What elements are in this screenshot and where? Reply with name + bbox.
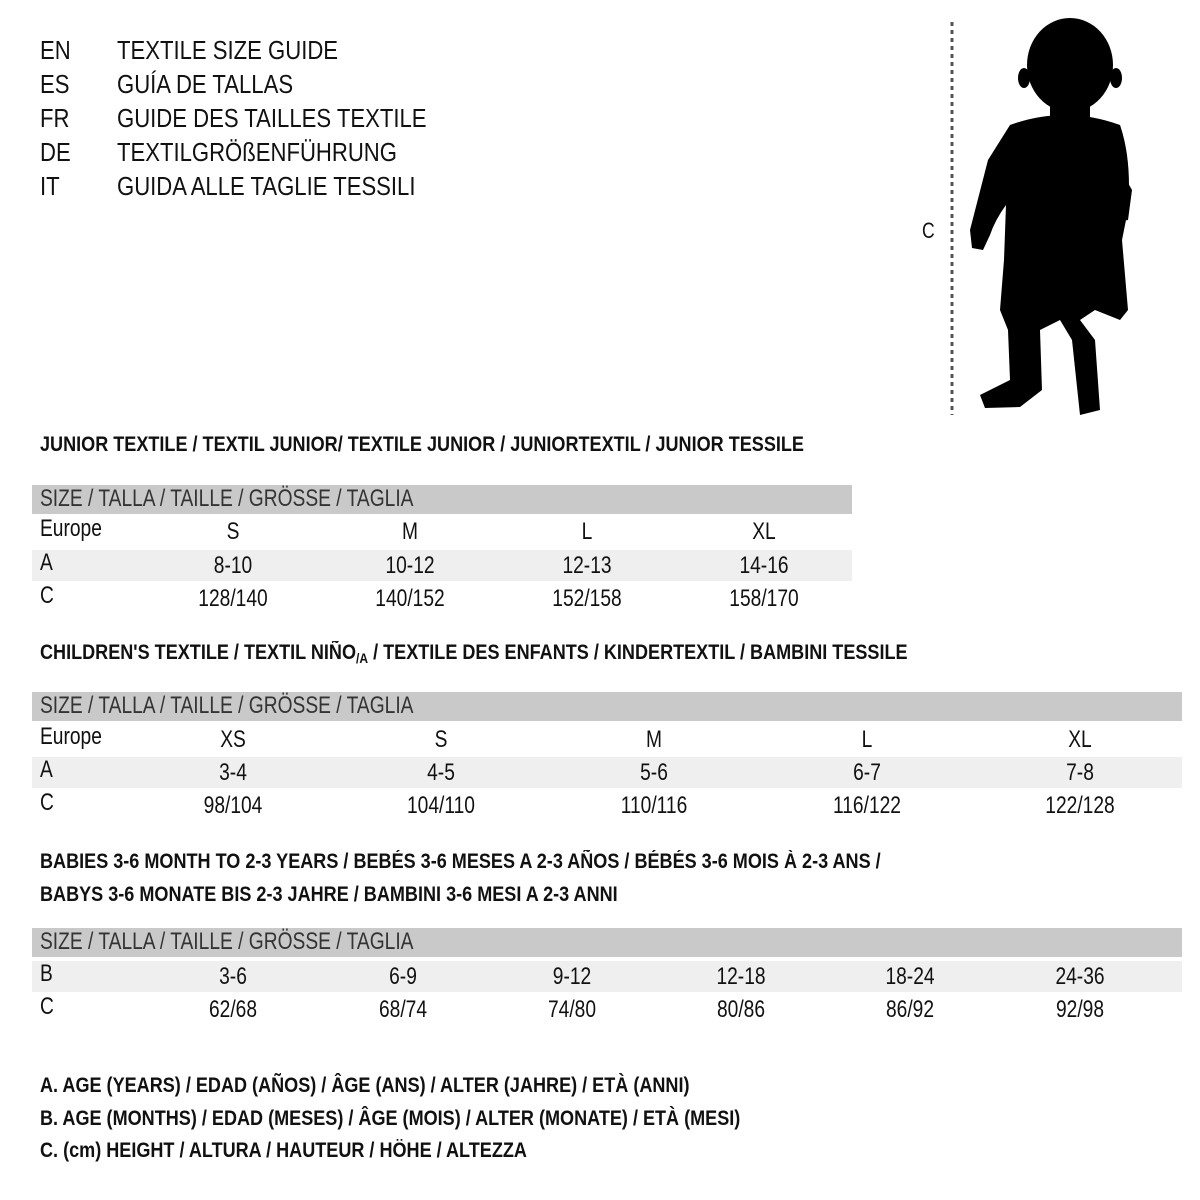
table-cell: 9-12 — [552, 963, 592, 990]
table-cell: M — [402, 518, 418, 545]
height-label: C — [922, 218, 935, 243]
row-label: C — [40, 582, 54, 609]
title-text: / TEXTILE DES ENFANTS / KINDERTEXTIL / B… — [368, 641, 908, 664]
row-label: Europe — [40, 515, 102, 542]
lang-title: TEXTILGRÖßENFÜHRUNG — [117, 137, 397, 167]
table-cell: 24-36 — [1055, 963, 1105, 990]
babies-section-title-line2: BABYS 3-6 MONATE BIS 2-3 JAHRE / BAMBINI… — [40, 883, 618, 906]
size-header-label: SIZE / TALLA / TAILLE / GRÖSSE / TAGLIA — [40, 928, 414, 955]
table-cell: L — [861, 726, 873, 753]
table-cell: 6-7 — [853, 759, 881, 786]
size-header-bar: SIZE / TALLA / TAILLE / GRÖSSE / TAGLIA — [32, 692, 1182, 721]
table-cell: XS — [220, 726, 246, 753]
table-cell: 92/98 — [1055, 996, 1105, 1023]
table-cell: 3-4 — [219, 759, 247, 786]
table-cell: 3-6 — [219, 963, 247, 990]
table-cell: 12-18 — [716, 963, 766, 990]
legend-b: B. AGE (MONTHS) / EDAD (MESES) / ÂGE (MO… — [40, 1107, 741, 1130]
table-cell: 128/140 — [198, 585, 268, 612]
table-cell: XL — [752, 518, 776, 545]
row-label: C — [40, 993, 54, 1020]
lang-code: EN — [40, 35, 71, 65]
size-header-label: SIZE / TALLA / TAILLE / GRÖSSE / TAGLIA — [40, 485, 414, 512]
row-label: B — [40, 960, 53, 987]
table-cell: L — [581, 518, 593, 545]
row-label: Europe — [40, 723, 102, 750]
lang-code: DE — [40, 137, 71, 167]
row-label: A — [40, 756, 53, 783]
lang-code: IT — [40, 171, 60, 201]
table-cell: S — [226, 518, 240, 545]
table-cell: 80/86 — [716, 996, 766, 1023]
row-stripe — [32, 961, 1182, 992]
table-cell: 62/68 — [208, 996, 258, 1023]
child-silhouette-icon — [950, 18, 1132, 415]
size-header-label: SIZE / TALLA / TAILLE / GRÖSSE / TAGLIA — [40, 692, 414, 719]
legend-c: C. (cm) HEIGHT / ALTURA / HAUTEUR / HÖHE… — [40, 1139, 527, 1162]
lang-code: ES — [40, 69, 70, 99]
children-section-title: CHILDREN'S TEXTILE / TEXTIL NIÑO/A / TEX… — [40, 639, 908, 672]
table-cell: 98/104 — [203, 792, 263, 819]
table-cell: 68/74 — [378, 996, 428, 1023]
title-subscript: /A — [356, 650, 369, 666]
legend-a: A. AGE (YEARS) / EDAD (AÑOS) / ÂGE (ANS)… — [40, 1074, 690, 1097]
row-label: C — [40, 789, 54, 816]
table-cell: 140/152 — [375, 585, 445, 612]
table-cell: 86/92 — [885, 996, 935, 1023]
junior-section-title: JUNIOR TEXTILE / TEXTIL JUNIOR/ TEXTILE … — [40, 433, 804, 456]
table-cell: 104/110 — [407, 792, 475, 819]
table-cell: XL — [1068, 726, 1092, 753]
babies-section-title-line1: BABIES 3-6 MONTH TO 2-3 YEARS / BEBÉS 3-… — [40, 850, 881, 873]
lang-title: GUIDE DES TAILLES TEXTILE — [117, 103, 427, 133]
table-cell: 158/170 — [729, 585, 799, 612]
table-cell: 7-8 — [1066, 759, 1094, 786]
table-cell: 110/116 — [620, 792, 688, 819]
table-cell: 14-16 — [739, 552, 789, 579]
table-cell: 4-5 — [427, 759, 455, 786]
table-cell: 74/80 — [547, 996, 597, 1023]
table-cell: 122/128 — [1045, 792, 1115, 819]
size-header-bar: SIZE / TALLA / TAILLE / GRÖSSE / TAGLIA — [32, 928, 1182, 957]
title-text: CHILDREN'S TEXTILE / TEXTIL NIÑO — [40, 641, 357, 664]
table-cell: 10-12 — [385, 552, 435, 579]
table-cell: 152/158 — [552, 585, 622, 612]
lang-title: GUIDA ALLE TAGLIE TESSILI — [117, 171, 416, 201]
table-cell: M — [646, 726, 662, 753]
table-cell: 12-13 — [562, 552, 612, 579]
row-label: A — [40, 549, 53, 576]
table-cell: 5-6 — [640, 759, 668, 786]
table-cell: 116/122 — [833, 792, 901, 819]
lang-title: TEXTILE SIZE GUIDE — [117, 35, 339, 65]
table-cell: 18-24 — [885, 963, 935, 990]
size-header-bar: SIZE / TALLA / TAILLE / GRÖSSE / TAGLIA — [32, 485, 852, 514]
table-cell: S — [434, 726, 448, 753]
lang-title: GUÍA DE TALLAS — [117, 69, 294, 99]
lang-code: FR — [40, 103, 70, 133]
row-stripe — [32, 550, 852, 581]
table-cell: 8-10 — [213, 552, 253, 579]
row-stripe — [32, 757, 1182, 788]
table-cell: 6-9 — [389, 963, 417, 990]
